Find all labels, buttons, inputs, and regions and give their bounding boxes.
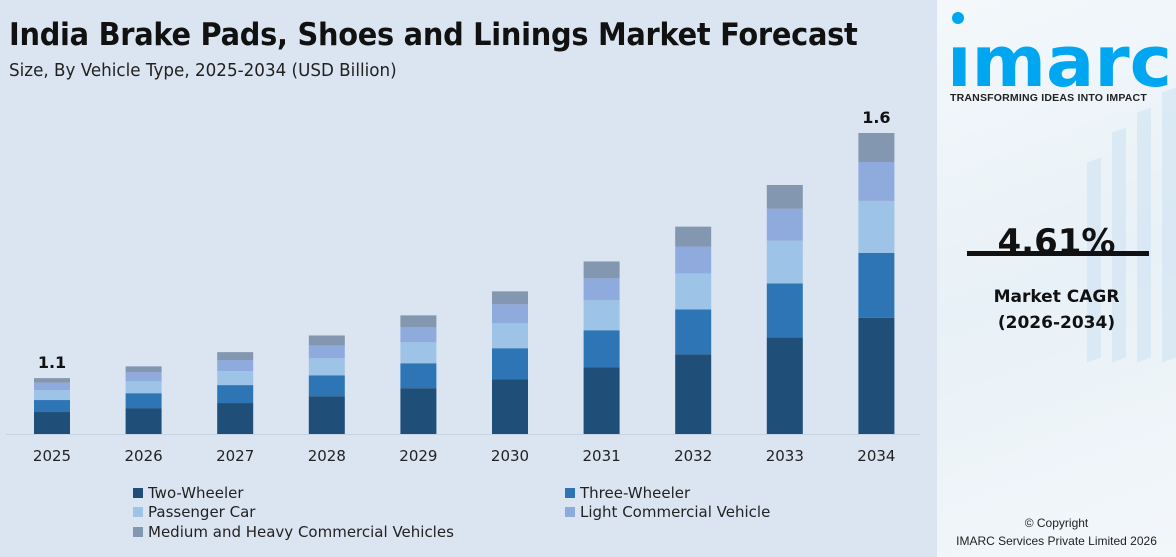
bar-segment bbox=[308, 345, 345, 359]
legend-item: Three-Wheeler bbox=[565, 484, 690, 502]
legend-label: Three-Wheeler bbox=[580, 484, 691, 502]
legend-swatch bbox=[565, 488, 575, 498]
brand-panel: ımarc TRANSFORMING IDEAS INTO IMPACT 4.6… bbox=[937, 0, 1176, 557]
bar-segment bbox=[675, 246, 712, 274]
cagr-period: (2026-2034) bbox=[997, 313, 1116, 333]
legend-label: Light Commercial Vehicle bbox=[580, 503, 771, 521]
bar-segment bbox=[125, 372, 162, 382]
bar-segment bbox=[125, 408, 162, 434]
bar-segment bbox=[858, 200, 895, 253]
bar-segment bbox=[400, 342, 437, 364]
bar-segment bbox=[308, 335, 345, 346]
bar-segment bbox=[766, 337, 803, 434]
bar-segment bbox=[858, 252, 895, 318]
divider bbox=[967, 251, 1149, 256]
legend-swatch bbox=[133, 527, 143, 537]
bar-segment bbox=[217, 385, 254, 404]
bar-segment bbox=[308, 396, 345, 434]
x-tick-label: 2025 bbox=[33, 447, 71, 465]
bar-segment bbox=[766, 283, 803, 338]
legend-item: Light Commercial Vehicle bbox=[565, 503, 770, 521]
bar-segment bbox=[400, 327, 437, 343]
copyright: © Copyright IMARC Services Private Limit… bbox=[937, 514, 1176, 550]
bar-segment bbox=[492, 348, 528, 380]
x-tick-label: 2028 bbox=[308, 447, 346, 465]
chart-panel: India Brake Pads, Shoes and Linings Mark… bbox=[6, 17, 920, 541]
svg-text:ımarc: ımarc bbox=[947, 21, 1172, 88]
stacked-bar-chart: 2025 1.1 2026 2027 2028 2029 2030 2031 2032 2033 2… bbox=[6, 108, 920, 465]
cagr-label: Market CAGR (2026-2034) bbox=[937, 284, 1176, 336]
cagr-value: 4.61% bbox=[997, 222, 1116, 262]
bar-segment bbox=[858, 161, 895, 201]
bar-segment bbox=[583, 367, 620, 434]
imarc-logo: ımarc bbox=[947, 12, 1172, 88]
bar-segment bbox=[492, 379, 528, 434]
legend-item: Passenger Car bbox=[133, 503, 255, 521]
bar-segment bbox=[766, 184, 803, 209]
bar-segment bbox=[583, 261, 620, 279]
x-tick-label: 2027 bbox=[216, 447, 254, 465]
legend-swatch bbox=[565, 507, 575, 517]
bar-segment bbox=[125, 393, 162, 409]
bar-segment bbox=[400, 388, 437, 434]
x-tick-label: 2033 bbox=[766, 447, 804, 465]
bar-segment bbox=[125, 381, 162, 394]
bar-segment bbox=[34, 400, 70, 413]
bar-segment bbox=[217, 352, 254, 361]
bar-segment bbox=[34, 412, 70, 434]
bar-segment bbox=[675, 273, 712, 310]
bar-segment bbox=[34, 382, 70, 391]
bar-segment bbox=[400, 363, 437, 389]
x-tick-label: 2031 bbox=[583, 447, 621, 465]
bar-segment bbox=[308, 358, 345, 376]
bar-segment bbox=[308, 375, 345, 397]
bar-segment bbox=[34, 378, 70, 383]
bar-segment bbox=[34, 390, 70, 401]
bar-segment bbox=[400, 315, 437, 328]
bar-segment bbox=[125, 366, 162, 373]
x-tick-label: 2030 bbox=[491, 447, 529, 465]
cagr-label-text: Market CAGR bbox=[993, 287, 1120, 307]
x-tick-label: 2026 bbox=[125, 447, 163, 465]
legend-swatch bbox=[133, 507, 143, 517]
legend-label: Passenger Car bbox=[148, 503, 256, 521]
bar-segment bbox=[766, 240, 803, 284]
bar-segment bbox=[583, 278, 620, 301]
x-tick-label: 2032 bbox=[674, 447, 712, 465]
legend-label: Two-Wheeler bbox=[148, 484, 244, 502]
bar-segment bbox=[858, 133, 895, 162]
chart-subtitle: Size, By Vehicle Type, 2025-2034 (USD Bi… bbox=[9, 60, 397, 81]
bar-segment bbox=[766, 208, 803, 241]
bar-segment bbox=[675, 226, 712, 247]
x-tick-label: 2029 bbox=[399, 447, 437, 465]
bar-segment bbox=[583, 300, 620, 331]
bar-segment bbox=[492, 291, 528, 305]
bar-segment bbox=[858, 317, 895, 434]
copyright-company: IMARC Services Private Limited 2026 bbox=[956, 534, 1157, 548]
x-tick-label: 2034 bbox=[857, 447, 895, 465]
data-label: 1.6 bbox=[862, 108, 890, 127]
bar-segment bbox=[675, 309, 712, 355]
copyright-line: © Copyright bbox=[1024, 516, 1089, 530]
legend-swatch bbox=[133, 488, 143, 498]
bar-segment bbox=[217, 403, 254, 434]
legend-item: Two-Wheeler bbox=[133, 484, 244, 502]
legend-label: Medium and Heavy Commercial Vehicles bbox=[148, 523, 454, 541]
bar-segment bbox=[492, 304, 528, 324]
bar-segment bbox=[217, 360, 254, 372]
bar-segment bbox=[583, 330, 620, 368]
chart-title: India Brake Pads, Shoes and Linings Mark… bbox=[9, 17, 858, 53]
brand-tagline: TRANSFORMING IDEAS INTO IMPACT bbox=[950, 92, 1147, 104]
data-label: 1.1 bbox=[38, 353, 66, 372]
bar-segment bbox=[492, 323, 528, 349]
legend-item: Medium and Heavy Commercial Vehicles bbox=[133, 523, 454, 541]
bar-segment bbox=[675, 354, 712, 434]
bar-segment bbox=[217, 371, 254, 386]
